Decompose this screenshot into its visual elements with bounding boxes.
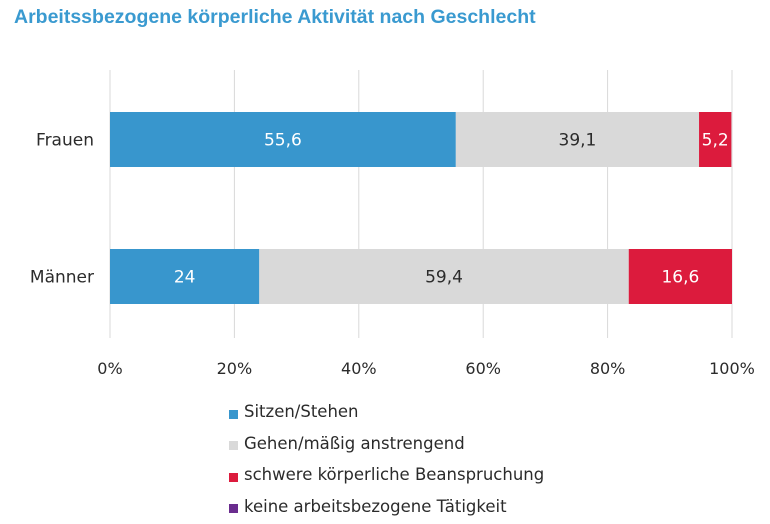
x-tick-label: 80% bbox=[590, 359, 626, 378]
legend-label: keine arbeitsbezogene Tätigkeit bbox=[244, 496, 507, 516]
legend-swatch bbox=[229, 409, 238, 419]
legend-item: schwere körperliche Beanspruchung bbox=[229, 459, 544, 491]
bar-segment bbox=[110, 112, 456, 167]
data-label: 55,6 bbox=[264, 131, 302, 151]
legend-swatch bbox=[229, 472, 238, 482]
data-label: 16,6 bbox=[661, 268, 699, 288]
legend-item: Sitzen/Stehen bbox=[229, 396, 544, 428]
x-tick-labels: 0% 20% 40% 60% 80% 100% bbox=[97, 359, 755, 378]
legend-label: schwere körperliche Beanspruchung bbox=[244, 465, 545, 485]
legend-label: Gehen/mäßig anstrengend bbox=[244, 433, 465, 453]
chart-title: Arbeitssbezogene körperliche Aktivität n… bbox=[14, 6, 536, 28]
legend-item: Gehen/mäßig anstrengend bbox=[229, 428, 544, 460]
bar-segment bbox=[259, 249, 629, 304]
bar-segment bbox=[455, 112, 700, 167]
bar-segment bbox=[699, 112, 732, 167]
category-label: Männer bbox=[30, 268, 94, 288]
legend-swatch bbox=[229, 441, 238, 451]
data-label: 59,4 bbox=[425, 268, 463, 288]
category-label: Frauen bbox=[36, 131, 94, 151]
bar-segment bbox=[110, 249, 260, 304]
legend-item: keine arbeitsbezogene Tätigkeit bbox=[229, 491, 544, 523]
x-tick-label: 20% bbox=[217, 359, 253, 378]
category-labels: Frauen Männer bbox=[30, 131, 94, 288]
data-label: 5,2 bbox=[702, 131, 729, 151]
x-tick-label: 100% bbox=[709, 359, 755, 378]
data-label: 24 bbox=[174, 268, 196, 288]
legend: Sitzen/Stehen Gehen/mäßig anstrengend schw… bbox=[229, 396, 544, 522]
x-tick-label: 60% bbox=[465, 359, 501, 378]
legend-swatch bbox=[229, 504, 238, 514]
data-label: 39,1 bbox=[559, 131, 597, 151]
x-tick-label: 0% bbox=[97, 359, 122, 378]
x-tick-label: 40% bbox=[341, 359, 377, 378]
legend-label: Sitzen/Stehen bbox=[244, 402, 359, 422]
bars: 55,6 39,1 5,2 24 59,4 16,6 bbox=[110, 112, 732, 304]
bar-segment bbox=[628, 249, 732, 304]
